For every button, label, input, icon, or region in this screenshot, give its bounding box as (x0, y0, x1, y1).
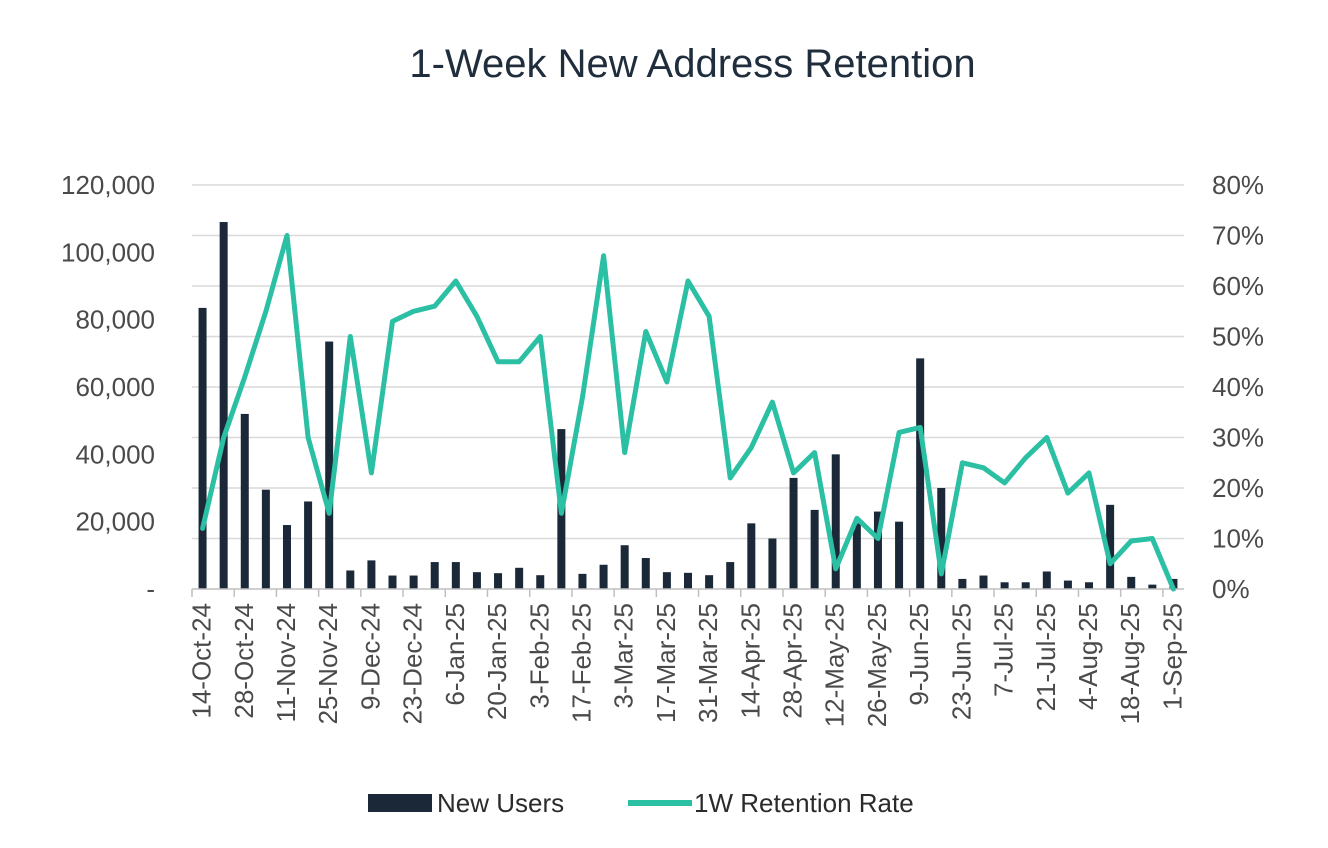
bar (409, 575, 418, 589)
y-right-tick-label: 50% (1212, 322, 1264, 352)
bar (937, 488, 946, 589)
bar (873, 511, 882, 589)
x-tick-label: 14-Apr-25 (735, 603, 765, 719)
y-right-tick-label: 70% (1212, 221, 1264, 251)
y-right-tick-label: 80% (1212, 170, 1264, 200)
x-tick-label: 28-Oct-24 (229, 603, 259, 719)
x-tick-label: 12-May-25 (820, 603, 850, 727)
bar (1127, 576, 1136, 589)
x-tick-label: 9-Dec-24 (355, 603, 385, 710)
bar (1042, 571, 1051, 589)
bar (304, 501, 313, 589)
x-tick-label: 25-Nov-24 (313, 603, 343, 724)
bar (916, 358, 925, 589)
legend-swatch-new-users (368, 794, 432, 812)
bar (599, 564, 608, 589)
x-tick-label: 3-Feb-25 (524, 603, 554, 709)
bar (367, 560, 376, 589)
y-right-tick-label: 60% (1212, 271, 1264, 301)
bar (346, 570, 355, 589)
x-tick-label: 9-Jun-25 (904, 603, 934, 706)
x-tick-label: 26-May-25 (862, 603, 892, 727)
x-tick-label: 6-Jan-25 (440, 603, 470, 706)
y-left-tick-label: 40,000 (75, 439, 155, 469)
y-left-tick-label: 120,000 (61, 170, 155, 200)
bar (684, 572, 692, 589)
bar (810, 509, 819, 589)
bar (261, 489, 270, 589)
bar (768, 538, 777, 589)
x-tick-label: 3-Mar-25 (609, 603, 639, 708)
legend-label-new-users: New Users (437, 788, 564, 818)
y-right-tick-label: 10% (1212, 524, 1264, 554)
bar (494, 573, 503, 589)
y-right-tick-label: 0% (1212, 574, 1250, 604)
x-tick-label: 4-Aug-25 (1073, 603, 1103, 710)
bar (895, 521, 904, 589)
bar (472, 572, 481, 589)
y-left-tick-label: - (146, 574, 155, 604)
chart-title: 1-Week New Address Retention (409, 42, 976, 86)
bar (831, 454, 840, 589)
bar (1063, 580, 1072, 589)
x-tick-label: 23-Jun-25 (946, 603, 976, 720)
bar (388, 575, 397, 589)
y-right-tick-label: 20% (1212, 473, 1264, 503)
bar (726, 562, 735, 589)
y-right-tick-label: 40% (1212, 372, 1264, 402)
bar (641, 558, 650, 589)
bar (536, 575, 545, 589)
y-left-tick-label: 100,000 (61, 237, 155, 267)
bar (705, 575, 714, 589)
x-tick-label: 21-Jul-25 (1031, 603, 1061, 711)
y-left-tick-label: 60,000 (75, 372, 155, 402)
x-tick-label: 1-Sep-25 (1157, 603, 1187, 710)
x-tick-label: 31-Mar-25 (693, 603, 723, 723)
bar (451, 562, 460, 589)
bar (958, 578, 967, 589)
bar (578, 573, 587, 589)
bar (789, 477, 798, 589)
bar (747, 523, 756, 589)
retention-rate-line (200, 233, 1176, 592)
bar (1106, 504, 1115, 589)
bar (219, 222, 228, 590)
bar (1085, 582, 1094, 589)
bar (1021, 582, 1030, 589)
y-right-tick-label: 30% (1212, 423, 1264, 453)
legend-label-retention-rate: 1W Retention Rate (694, 788, 914, 818)
x-tick-label: 17-Feb-25 (566, 603, 596, 723)
x-tick-label: 17-Mar-25 (651, 603, 681, 723)
bar (325, 341, 334, 589)
bar (430, 562, 439, 589)
x-tick-label: 28-Apr-25 (778, 603, 808, 719)
bar (662, 572, 671, 589)
bar (1000, 582, 1009, 589)
x-tick-label: 14-Oct-24 (187, 603, 217, 719)
x-tick-label: 18-Aug-25 (1115, 603, 1145, 724)
bar (620, 545, 629, 589)
bar (240, 413, 249, 589)
bar (282, 525, 291, 589)
y-left-tick-label: 20,000 (75, 507, 155, 537)
bar (852, 523, 861, 589)
bar (515, 567, 524, 589)
bar (1148, 584, 1157, 589)
bar (979, 575, 988, 589)
x-tick-label: 20-Jan-25 (482, 603, 512, 720)
x-tick-label: 11-Nov-24 (271, 603, 301, 722)
x-tick-label: 7-Jul-25 (989, 603, 1019, 697)
y-left-tick-label: 80,000 (75, 305, 155, 335)
bar (198, 307, 207, 589)
x-tick-label: 23-Dec-24 (398, 603, 428, 724)
